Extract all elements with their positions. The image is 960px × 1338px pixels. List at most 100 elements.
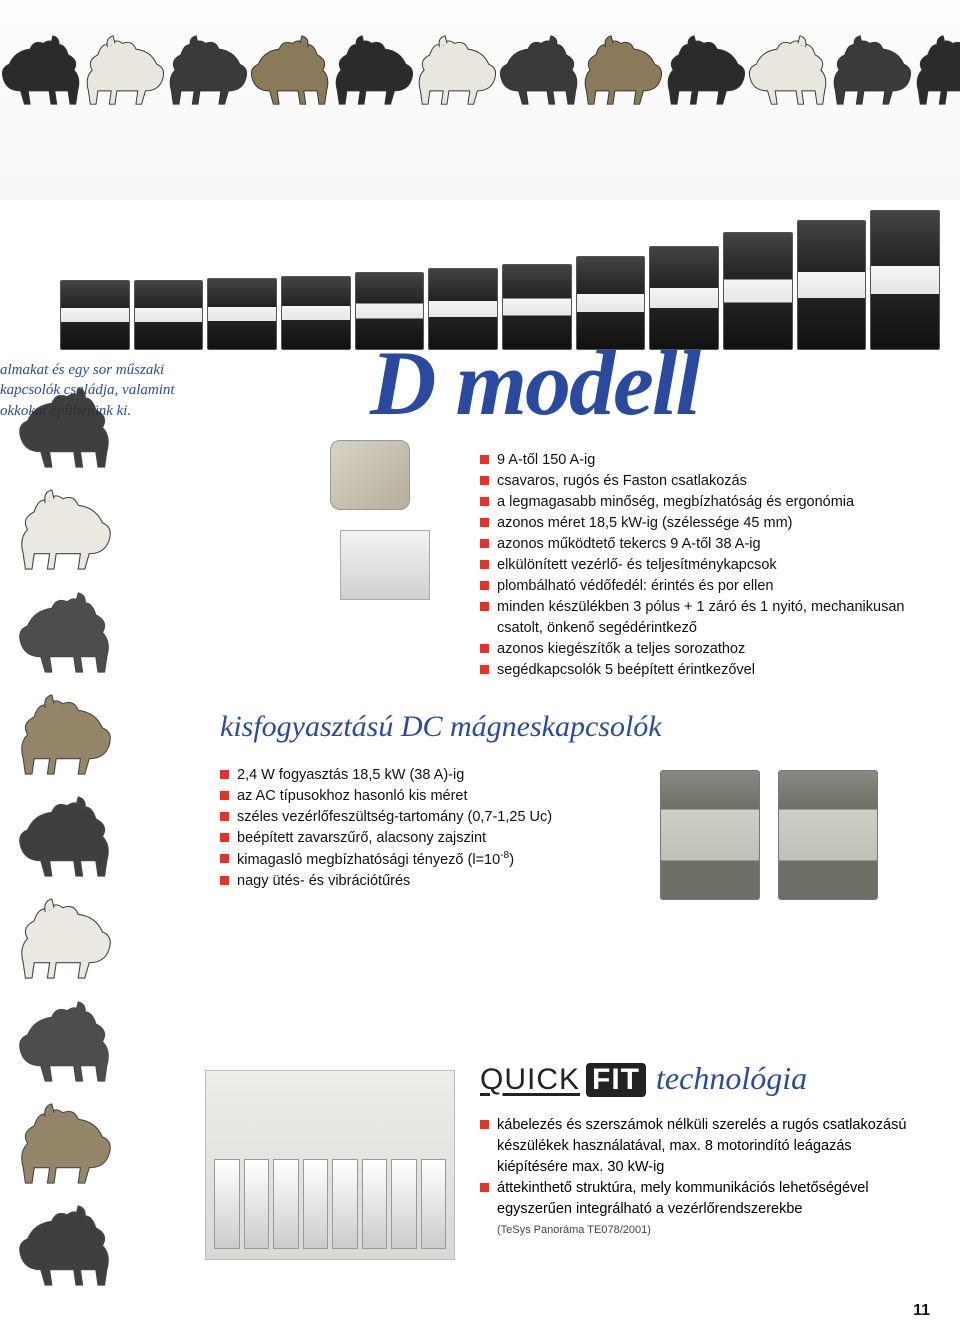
feature-main-text: csavaros, rugós és Faston csatlakozás (497, 471, 747, 492)
bullet-icon (480, 539, 489, 548)
bullet-icon (480, 1183, 489, 1192)
bullet-icon (480, 1120, 489, 1129)
feature-main-item: csavaros, rugós és Faston csatlakozás (480, 471, 920, 492)
page-number: 11 (913, 1302, 930, 1320)
bullet-icon (220, 770, 229, 779)
contactor-row (60, 210, 940, 350)
bullet-icon (480, 560, 489, 569)
contactor-icon (207, 278, 277, 350)
quickfit-item: kábelezés és szerszámok nélküli szerelés… (480, 1115, 920, 1178)
quickfit-text: kábelezés és szerszámok nélküli szerelés… (497, 1115, 920, 1178)
horse-icon (741, 25, 836, 120)
bullet-icon (480, 602, 489, 611)
horse-icon (0, 25, 89, 120)
feature-dc-text: beépített zavarszűrő, alacsony zajszint (237, 828, 486, 849)
quickfit-quick: QUICK (480, 1063, 580, 1097)
features-main: 9 A-től 150 A-igcsavaros, rugós és Fasto… (480, 450, 920, 681)
bullet-icon (220, 812, 229, 821)
contactor-icon (870, 210, 940, 350)
horse-column (10, 380, 190, 1298)
horse-strip (0, 0, 960, 120)
quickfit-item: áttekinthető struktúra, mely kommunikáci… (480, 1178, 920, 1220)
feature-main-text: plombálható védőfedél: érintés és por el… (497, 576, 773, 597)
bullet-icon (220, 854, 229, 863)
feature-main-text: azonos működtető tekercs 9 A-től 38 A-ig (497, 534, 761, 555)
horse-icon (10, 687, 190, 787)
quickfit-fit: FIT (586, 1063, 646, 1097)
feature-main-item: azonos méret 18,5 kW-ig (szélessége 45 m… (480, 513, 920, 534)
bullet-icon (480, 476, 489, 485)
horse-icon (160, 25, 255, 120)
horse-icon (492, 25, 587, 120)
contactor-icon (797, 220, 867, 350)
feature-main-item: plombálható védőfedél: érintés és por el… (480, 576, 920, 597)
feature-main-item: a legmagasabb minőség, megbízhatóság és … (480, 492, 920, 513)
spring-clip-icon (330, 440, 410, 510)
feature-main-item: segédkapcsolók 5 beépített érintkezővel (480, 660, 920, 681)
contactor-icon (60, 280, 130, 350)
horse-icon (575, 25, 670, 120)
bullet-icon (480, 518, 489, 527)
feature-main-item: 9 A-től 150 A-ig (480, 450, 920, 471)
bullet-icon (480, 581, 489, 590)
feature-main-text: a legmagasabb minőség, megbízhatóság és … (497, 492, 854, 513)
bullet-icon (480, 497, 489, 506)
horse-icon (10, 380, 190, 480)
model-title: D modell (370, 330, 699, 436)
bullet-icon (220, 791, 229, 800)
feature-dc-item: nagy ütés- és vibrációtűrés (220, 871, 640, 892)
feature-main-text: 9 A-től 150 A-ig (497, 450, 595, 471)
feature-dc-text: az AC típusokhoz hasonló kis méret (237, 786, 468, 807)
feature-main-text: azonos méret 18,5 kW-ig (szélessége 45 m… (497, 513, 793, 534)
feature-dc-text: széles vezérlőfeszültség-tartomány (0,7-… (237, 807, 552, 828)
feature-main-item: minden készülékben 3 pólus + 1 záró és 1… (480, 597, 920, 639)
bullet-icon (480, 665, 489, 674)
horse-icon (907, 25, 960, 120)
horse-icon (10, 1198, 190, 1298)
horse-icon (10, 789, 190, 889)
relay-icon (778, 770, 878, 900)
horse-icon (658, 25, 753, 120)
feature-dc-item: széles vezérlőfeszültség-tartomány (0,7-… (220, 807, 640, 828)
aux-block-icon (340, 530, 430, 600)
horse-icon (10, 585, 190, 685)
accessory-images (310, 440, 460, 610)
horse-icon (409, 25, 504, 120)
horse-icon (77, 25, 172, 120)
feature-dc-text: nagy ütés- és vibrációtűrés (237, 871, 410, 892)
feature-main-item: elkülönített vezérlő- és teljesítménykap… (480, 555, 920, 576)
quickfit-section: QUICKFIT technológia kábelezés és szersz… (480, 1060, 920, 1236)
feature-main-item: azonos kiegészítők a teljes sorozathoz (480, 639, 920, 660)
control-panel-image (205, 1070, 455, 1260)
horse-icon (10, 891, 190, 991)
bullet-icon (480, 455, 489, 464)
horse-icon (824, 25, 919, 120)
horse-icon (10, 482, 190, 582)
quickfit-note: (TeSys Panoráma TE078/2001) (497, 1224, 920, 1236)
feature-dc-item: kimagasló megbízhatósági tényező (l=10-8… (220, 849, 640, 871)
bullet-icon (220, 833, 229, 842)
quickfit-logo: QUICKFIT technológia (480, 1060, 920, 1097)
subtitle-dc: kisfogyasztású DC mágneskapcsolók (220, 710, 662, 744)
contactor-icon (723, 232, 793, 350)
contactor-icon (281, 276, 351, 350)
feature-dc-item: beépített zavarszűrő, alacsony zajszint (220, 828, 640, 849)
feature-dc-item: az AC típusokhoz hasonló kis méret (220, 786, 640, 807)
teaser-line: almakat és egy sor műszaki (0, 360, 220, 380)
feature-dc-item: 2,4 W fogyasztás 18,5 kW (38 A)-ig (220, 765, 640, 786)
feature-main-text: minden készülékben 3 pólus + 1 záró és 1… (497, 597, 920, 639)
feature-main-text: segédkapcsolók 5 beépített érintkezővel (497, 660, 755, 681)
bullet-icon (220, 876, 229, 885)
relay-icon (660, 770, 760, 900)
bullet-icon (480, 644, 489, 653)
hero-banner (0, 0, 960, 200)
horse-icon (326, 25, 421, 120)
horse-icon (10, 1096, 190, 1196)
feature-main-text: elkülönített vezérlő- és teljesítménykap… (497, 555, 777, 576)
horse-icon (10, 994, 190, 1094)
features-dc: 2,4 W fogyasztás 18,5 kW (38 A)-igaz AC … (220, 765, 640, 892)
feature-main-item: azonos működtető tekercs 9 A-től 38 A-ig (480, 534, 920, 555)
feature-dc-text: kimagasló megbízhatósági tényező (l=10-8… (237, 849, 514, 871)
feature-main-text: azonos kiegészítők a teljes sorozathoz (497, 639, 745, 660)
contactor-icon (134, 280, 204, 350)
